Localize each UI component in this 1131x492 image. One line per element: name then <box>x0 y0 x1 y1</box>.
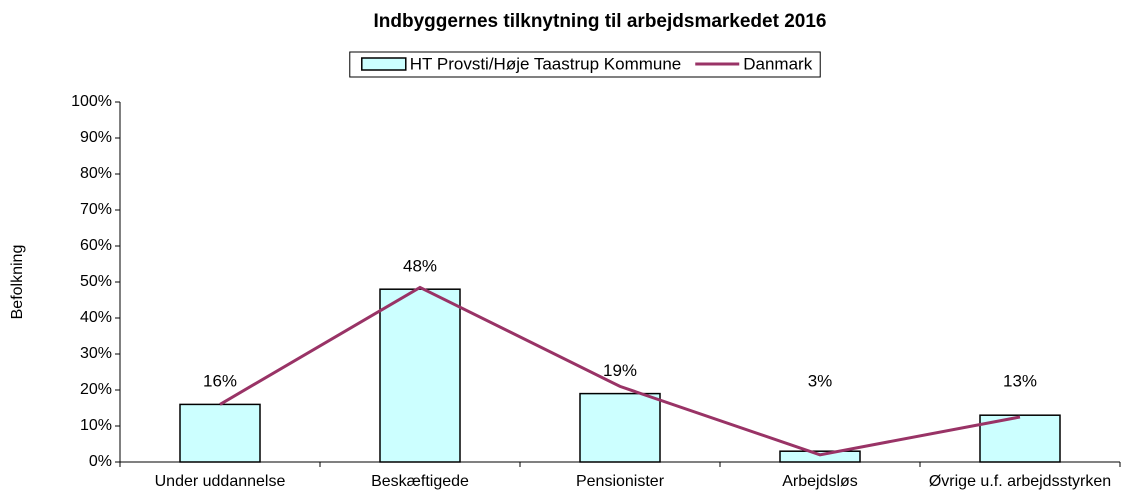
y-tick-label: 90% <box>80 129 112 146</box>
x-tick-label: Under uddannelse <box>155 473 286 490</box>
legend-label: HT Provsti/Høje Taastrup Kommune <box>410 54 681 73</box>
y-tick-label: 50% <box>80 273 112 290</box>
bar <box>979 414 1061 463</box>
legend-box <box>349 51 821 78</box>
bar <box>579 392 661 463</box>
data-label: 13% <box>1003 371 1037 390</box>
y-axis-label: Befolkning <box>9 245 26 320</box>
legend-label: Danmark <box>743 54 812 73</box>
line <box>219 285 1021 457</box>
bar <box>379 288 461 463</box>
x-tick-label: Beskæftigede <box>371 473 469 490</box>
y-tick-label: 10% <box>80 417 112 434</box>
y-tick-label: 60% <box>80 237 112 254</box>
bar <box>179 403 261 463</box>
y-tick-label: 100% <box>71 93 112 110</box>
y-tick-label: 80% <box>80 165 112 182</box>
data-label: 19% <box>603 361 637 380</box>
data-label: 48% <box>403 257 437 276</box>
data-label: 3% <box>808 371 833 390</box>
data-label: 16% <box>203 371 237 390</box>
y-tick-label: 30% <box>80 345 112 362</box>
y-tick-label: 40% <box>80 309 112 326</box>
x-tick-label: Pensionister <box>576 473 665 490</box>
y-tick-label: 0% <box>89 453 112 470</box>
y-tick-label: 20% <box>80 381 112 398</box>
legend-swatch <box>361 57 407 71</box>
y-tick-label: 70% <box>80 201 112 218</box>
bar <box>779 450 861 463</box>
x-tick-label: Øvrige u.f. arbejdsstyrken <box>929 473 1111 490</box>
chart-title: Indbyggernes tilknytning til arbejdsmark… <box>374 11 827 32</box>
x-tick-label: Arbejdsløs <box>782 473 858 490</box>
